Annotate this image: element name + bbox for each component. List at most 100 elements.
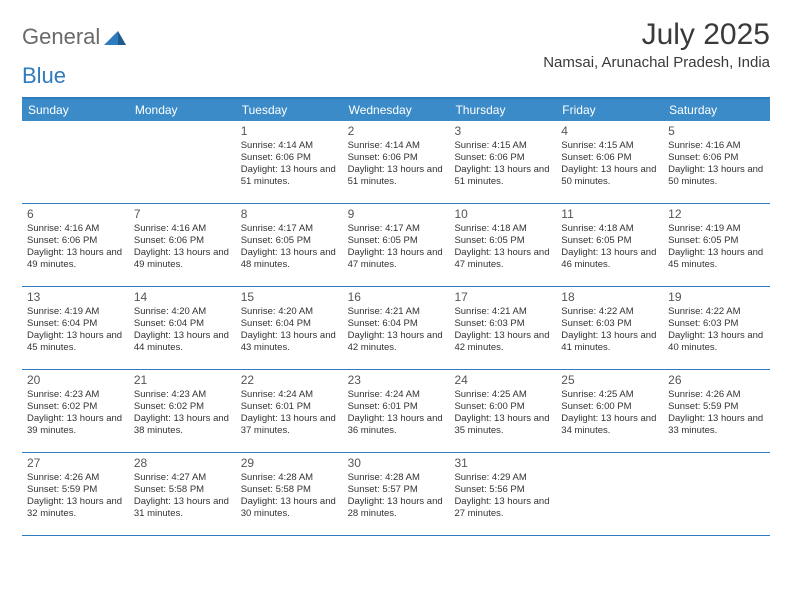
daylight-text: Daylight: 13 hours and 37 minutes. [241,413,338,437]
sunrise-text: Sunrise: 4:24 AM [348,389,445,401]
day-cell: 5Sunrise: 4:16 AMSunset: 6:06 PMDaylight… [663,121,770,203]
sunrise-text: Sunrise: 4:24 AM [241,389,338,401]
day-number: 23 [348,373,445,388]
day-cell [22,121,129,203]
day-cell: 7Sunrise: 4:16 AMSunset: 6:06 PMDaylight… [129,204,236,286]
daylight-text: Daylight: 13 hours and 45 minutes. [27,330,124,354]
sunrise-text: Sunrise: 4:18 AM [454,223,551,235]
sunset-text: Sunset: 6:06 PM [454,152,551,164]
day-number: 13 [27,290,124,305]
daylight-text: Daylight: 13 hours and 47 minutes. [348,247,445,271]
sunrise-text: Sunrise: 4:25 AM [454,389,551,401]
location-text: Namsai, Arunachal Pradesh, India [543,54,770,71]
title-block: July 2025 Namsai, Arunachal Pradesh, Ind… [543,18,770,71]
day-cell: 6Sunrise: 4:16 AMSunset: 6:06 PMDaylight… [22,204,129,286]
day-cell: 14Sunrise: 4:20 AMSunset: 6:04 PMDayligh… [129,287,236,369]
logo-text-blue: Blue [22,63,66,89]
daylight-text: Daylight: 13 hours and 39 minutes. [27,413,124,437]
day-cell: 11Sunrise: 4:18 AMSunset: 6:05 PMDayligh… [556,204,663,286]
sunset-text: Sunset: 6:04 PM [134,318,231,330]
day-cell [556,453,663,535]
week-row: 6Sunrise: 4:16 AMSunset: 6:06 PMDaylight… [22,204,770,287]
daylight-text: Daylight: 13 hours and 42 minutes. [348,330,445,354]
day-cell: 29Sunrise: 4:28 AMSunset: 5:58 PMDayligh… [236,453,343,535]
sunrise-text: Sunrise: 4:29 AM [454,472,551,484]
sunset-text: Sunset: 6:06 PM [348,152,445,164]
day-header: Monday [129,99,236,121]
day-number: 21 [134,373,231,388]
logo-text-general: General [22,24,100,50]
sunrise-text: Sunrise: 4:22 AM [561,306,658,318]
sunset-text: Sunset: 5:58 PM [241,484,338,496]
sunrise-text: Sunrise: 4:28 AM [241,472,338,484]
day-cell: 15Sunrise: 4:20 AMSunset: 6:04 PMDayligh… [236,287,343,369]
day-header: Wednesday [343,99,450,121]
daylight-text: Daylight: 13 hours and 40 minutes. [668,330,765,354]
day-number: 3 [454,124,551,139]
day-number: 24 [454,373,551,388]
daylight-text: Daylight: 13 hours and 27 minutes. [454,496,551,520]
day-header: Sunday [22,99,129,121]
sunrise-text: Sunrise: 4:16 AM [134,223,231,235]
sunrise-text: Sunrise: 4:23 AM [134,389,231,401]
day-number: 2 [348,124,445,139]
sunset-text: Sunset: 6:03 PM [668,318,765,330]
day-number: 15 [241,290,338,305]
day-number: 26 [668,373,765,388]
sunset-text: Sunset: 5:59 PM [668,401,765,413]
sunset-text: Sunset: 5:57 PM [348,484,445,496]
week-row: 13Sunrise: 4:19 AMSunset: 6:04 PMDayligh… [22,287,770,370]
sunset-text: Sunset: 6:00 PM [454,401,551,413]
daylight-text: Daylight: 13 hours and 50 minutes. [561,164,658,188]
logo-triangle-icon [104,29,126,50]
day-cell: 8Sunrise: 4:17 AMSunset: 6:05 PMDaylight… [236,204,343,286]
day-cell: 31Sunrise: 4:29 AMSunset: 5:56 PMDayligh… [449,453,556,535]
day-cell: 18Sunrise: 4:22 AMSunset: 6:03 PMDayligh… [556,287,663,369]
week-row: 1Sunrise: 4:14 AMSunset: 6:06 PMDaylight… [22,121,770,204]
sunrise-text: Sunrise: 4:15 AM [561,140,658,152]
sunrise-text: Sunrise: 4:20 AM [134,306,231,318]
sunrise-text: Sunrise: 4:25 AM [561,389,658,401]
day-cell [663,453,770,535]
daylight-text: Daylight: 13 hours and 35 minutes. [454,413,551,437]
daylight-text: Daylight: 13 hours and 28 minutes. [348,496,445,520]
day-cell: 21Sunrise: 4:23 AMSunset: 6:02 PMDayligh… [129,370,236,452]
sunrise-text: Sunrise: 4:15 AM [454,140,551,152]
day-header: Thursday [449,99,556,121]
day-number: 22 [241,373,338,388]
sunset-text: Sunset: 6:06 PM [134,235,231,247]
daylight-text: Daylight: 13 hours and 50 minutes. [668,164,765,188]
day-cell: 2Sunrise: 4:14 AMSunset: 6:06 PMDaylight… [343,121,450,203]
day-cell: 16Sunrise: 4:21 AMSunset: 6:04 PMDayligh… [343,287,450,369]
day-cell: 3Sunrise: 4:15 AMSunset: 6:06 PMDaylight… [449,121,556,203]
calendar-grid: SundayMondayTuesdayWednesdayThursdayFrid… [22,97,770,536]
sunset-text: Sunset: 6:04 PM [241,318,338,330]
day-number: 27 [27,456,124,471]
day-number: 10 [454,207,551,222]
calendar-page: General July 2025 Namsai, Arunachal Prad… [0,0,792,554]
day-number: 5 [668,124,765,139]
sunset-text: Sunset: 6:05 PM [454,235,551,247]
day-cell: 20Sunrise: 4:23 AMSunset: 6:02 PMDayligh… [22,370,129,452]
day-cell: 19Sunrise: 4:22 AMSunset: 6:03 PMDayligh… [663,287,770,369]
week-row: 27Sunrise: 4:26 AMSunset: 5:59 PMDayligh… [22,453,770,536]
sunset-text: Sunset: 6:06 PM [668,152,765,164]
day-number: 17 [454,290,551,305]
sunset-text: Sunset: 6:02 PM [134,401,231,413]
daylight-text: Daylight: 13 hours and 48 minutes. [241,247,338,271]
sunrise-text: Sunrise: 4:20 AM [241,306,338,318]
sunset-text: Sunset: 6:05 PM [348,235,445,247]
day-number: 11 [561,207,658,222]
day-cell: 1Sunrise: 4:14 AMSunset: 6:06 PMDaylight… [236,121,343,203]
day-cell: 24Sunrise: 4:25 AMSunset: 6:00 PMDayligh… [449,370,556,452]
day-header-row: SundayMondayTuesdayWednesdayThursdayFrid… [22,99,770,121]
day-cell: 28Sunrise: 4:27 AMSunset: 5:58 PMDayligh… [129,453,236,535]
day-number: 16 [348,290,445,305]
sunset-text: Sunset: 6:06 PM [241,152,338,164]
sunrise-text: Sunrise: 4:14 AM [348,140,445,152]
day-number: 9 [348,207,445,222]
daylight-text: Daylight: 13 hours and 32 minutes. [27,496,124,520]
week-row: 20Sunrise: 4:23 AMSunset: 6:02 PMDayligh… [22,370,770,453]
sunset-text: Sunset: 6:05 PM [668,235,765,247]
sunrise-text: Sunrise: 4:19 AM [668,223,765,235]
